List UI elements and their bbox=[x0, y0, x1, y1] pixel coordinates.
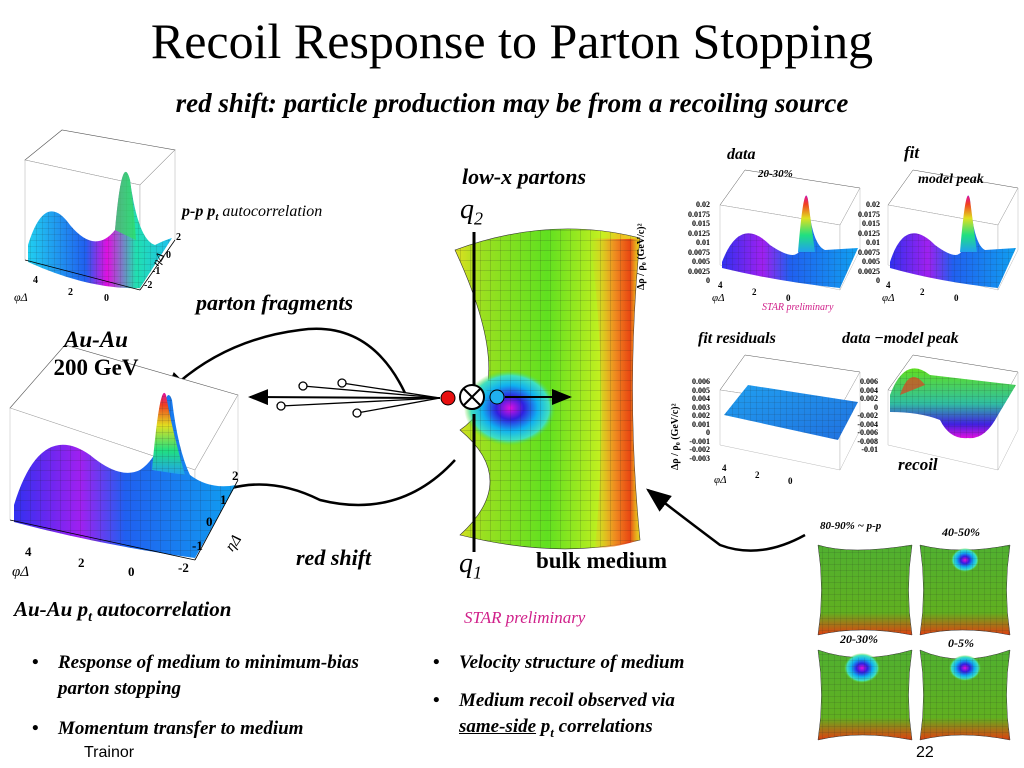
auau-phi-tick-0: 0 bbox=[128, 564, 135, 579]
residual-y-axis-label: Δρ / ρ₀ (GeV/c)² bbox=[670, 403, 681, 470]
recoil-label: recoil bbox=[898, 455, 938, 474]
model-peak-label: model peak bbox=[918, 172, 984, 187]
pp-eta-tick-m1: -1 bbox=[152, 266, 161, 277]
pp-eta-tick-m2: -2 bbox=[144, 280, 153, 291]
bullet-left-1: • Response of medium to minimum-bias part… bbox=[32, 652, 359, 699]
fit-phi-tick-4: 4 bbox=[886, 280, 891, 290]
centrality-0-5-label: 0-5% bbox=[948, 636, 974, 650]
centrality-20-30-label: 20-30% bbox=[758, 168, 793, 180]
data-minus-model-peak-label: data −model peak bbox=[842, 330, 959, 347]
data-label: data bbox=[727, 146, 756, 163]
res-phi-axis-label: φΔ bbox=[714, 474, 727, 486]
slide-subtitle: red shift: particle production may be fr… bbox=[175, 88, 849, 118]
red-shift-arrow bbox=[202, 459, 456, 507]
res-phi-tick-2: 2 bbox=[755, 470, 760, 480]
fit-phi-tick-2: 2 bbox=[920, 287, 925, 297]
data-phi-axis-label: φΔ bbox=[712, 292, 725, 304]
bulk-medium-label: bulk medium bbox=[536, 548, 668, 573]
auau-phi-tick-4: 4 bbox=[25, 544, 32, 559]
centrality-40-50-label: 40-50% bbox=[942, 525, 980, 539]
pp-phi-tick-4: 4 bbox=[33, 275, 38, 286]
slide-title: Recoil Response to Parton Stopping bbox=[150, 13, 874, 69]
res-phi-tick-0: 0 bbox=[788, 476, 793, 486]
pp-phi-axis-label: φΔ bbox=[14, 290, 28, 304]
parton-fragments-label: parton fragments bbox=[196, 290, 354, 315]
bulk-medium-surface bbox=[454, 228, 641, 550]
fit-phi-axis-label: φΔ bbox=[882, 292, 895, 304]
fit-plot-model-peak bbox=[887, 169, 1019, 291]
cylinder-0-5 bbox=[919, 649, 1011, 741]
fit-phi-tick-0: 0 bbox=[954, 293, 959, 303]
centrality-80-90-label: 80-90% ~ p-p bbox=[820, 520, 882, 532]
blue-parton-dot bbox=[489, 389, 505, 405]
star-preliminary-label: STAR preliminary bbox=[464, 608, 586, 627]
auau-pt-autocorrelation-label: Au-Au pt autocorrelation bbox=[14, 597, 232, 626]
auau-200gev-label: Au-Au 200 GeV bbox=[53, 327, 139, 380]
pp-autocorrelation-plot bbox=[24, 129, 176, 291]
fit-residuals-label: fit residuals bbox=[698, 330, 776, 347]
centrality-20-30-cyl-label: 20-30% bbox=[840, 632, 878, 646]
low-x-partons-label: low-x partons bbox=[462, 164, 587, 189]
data-phi-tick-4: 4 bbox=[718, 280, 723, 290]
pp-eta-tick-2: 2 bbox=[176, 232, 181, 243]
auau-autocorrelation-plot bbox=[9, 344, 239, 561]
data-plot-20-30 bbox=[719, 169, 861, 291]
footer-author: Trainor bbox=[84, 744, 135, 761]
q1-label: q1 bbox=[459, 548, 482, 583]
q2-label: q2 bbox=[460, 194, 483, 229]
fit-label: fit bbox=[904, 143, 920, 162]
cylinder-80-90 bbox=[817, 544, 913, 636]
recoil-z-ticks: 0.006 0.004 0.002 0 -0.002 -0.004 -0.006 -0.0… bbox=[857, 377, 878, 454]
res-phi-tick-4: 4 bbox=[722, 463, 727, 473]
residual-z-ticks: 0.006 0.005 0.004 0.003 0.002 0.001 0 -0.001-… bbox=[689, 377, 710, 463]
footer-page-number: 22 bbox=[916, 744, 934, 761]
fit-residuals-plot bbox=[719, 354, 861, 471]
top-y-axis-label: Δρ / ρ₀ (GeV/c)² bbox=[636, 223, 647, 290]
auau-phi-axis-label: φΔ bbox=[12, 564, 30, 580]
pp-phi-tick-2: 2 bbox=[68, 287, 73, 298]
recoil-arrow bbox=[646, 488, 806, 552]
bullet-right-2: • Medium recoil observed via same-side pt… bbox=[433, 690, 675, 740]
auau-eta-tick-2: 2 bbox=[232, 468, 239, 483]
pp-autocorrelation-label: p-p pt autocorrelation bbox=[182, 203, 323, 224]
fit-z-ticks: 0.02 0.0175 0.015 0.0125 0.01 0.0075 0.005 0.… bbox=[858, 200, 880, 285]
auau-eta-tick-1: 1 bbox=[220, 492, 227, 507]
data-phi-tick-2: 2 bbox=[752, 287, 757, 297]
red-shift-label: red shift bbox=[296, 545, 372, 570]
red-parton-dot bbox=[440, 390, 456, 406]
auau-phi-tick-2: 2 bbox=[78, 555, 85, 570]
data-z-ticks: 0.02 0.0175 0.015 0.0125 0.01 0.0075 0.005 0.… bbox=[688, 200, 710, 285]
bullet-right-1: • Velocity structure of medium bbox=[433, 652, 685, 673]
parton-fragments-arrow bbox=[163, 327, 407, 397]
parton-into-page-symbol bbox=[459, 384, 485, 410]
cylinder-40-50 bbox=[919, 544, 1011, 636]
bullet-left-2: • Momentum transfer to medium bbox=[32, 718, 304, 739]
parton-fragment-lines bbox=[248, 378, 441, 418]
auau-eta-tick-m1: -1 bbox=[192, 538, 203, 553]
cylinder-20-30 bbox=[817, 649, 913, 741]
pp-phi-tick-0: 0 bbox=[104, 293, 109, 304]
auau-eta-tick-m2: -2 bbox=[178, 560, 189, 575]
recoil-plot bbox=[887, 354, 1019, 471]
data-phi-tick-0: 0 bbox=[786, 293, 791, 303]
pp-eta-tick-0: 0 bbox=[166, 250, 171, 261]
auau-eta-tick-0: 0 bbox=[206, 514, 213, 529]
star-preliminary-small: STAR preliminary bbox=[762, 302, 834, 313]
